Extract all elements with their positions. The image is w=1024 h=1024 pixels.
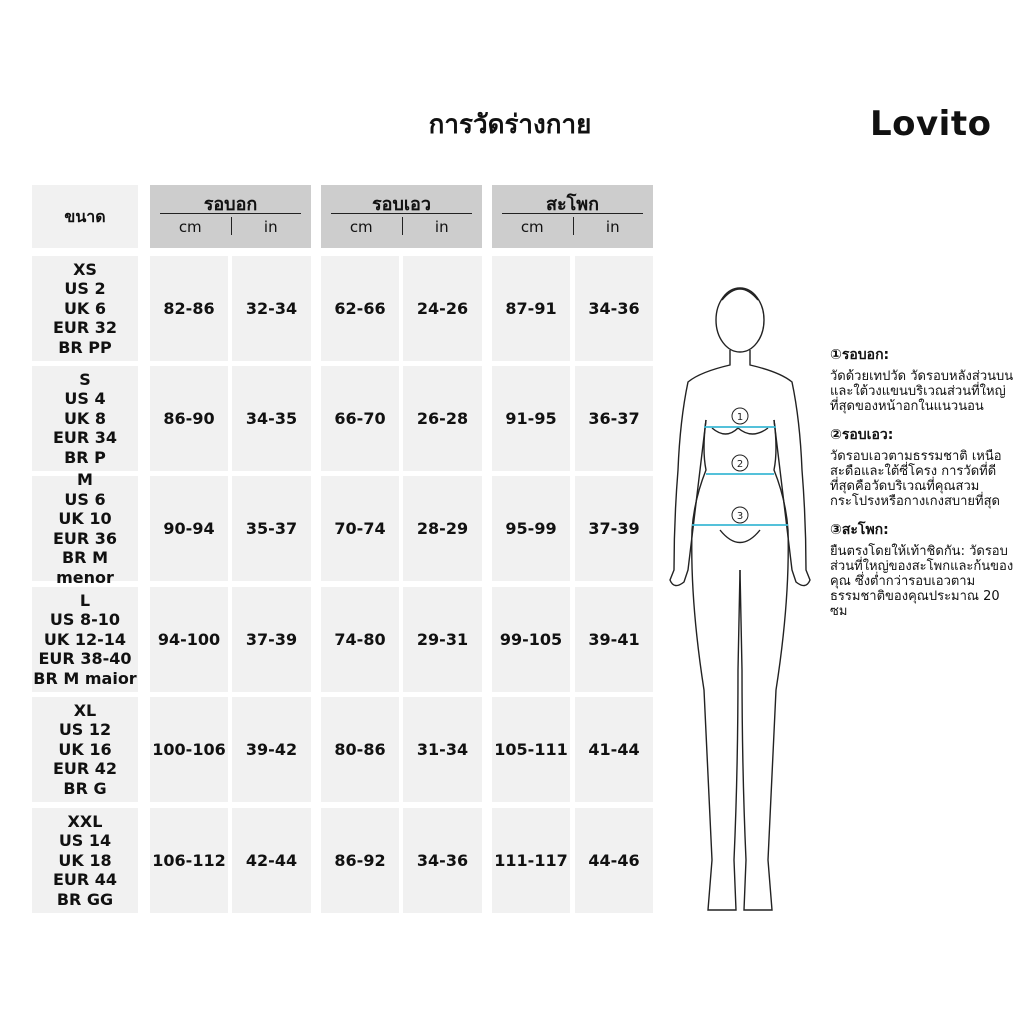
- divider: [331, 213, 472, 214]
- unit-in: in: [434, 218, 449, 236]
- cell-size: XL US 12 UK 16 EUR 42 BR G: [32, 697, 138, 802]
- cell-bust-cm: 86-90: [150, 366, 228, 471]
- note-hip-title: ③สะโพก:: [830, 522, 889, 538]
- cell-hip-cm: 111-117: [492, 808, 570, 913]
- cell-bust-in: 32-34: [232, 256, 311, 361]
- measure-lines: [692, 426, 788, 526]
- cell-bust-cm: 100-106: [150, 697, 228, 802]
- underwear: [719, 529, 761, 544]
- marker-2: [731, 454, 749, 472]
- cell-bust-in: 35-37: [232, 476, 311, 581]
- cell-waist-in: 28-29: [403, 476, 482, 581]
- cell-waist-in: 29-31: [403, 587, 482, 692]
- marker-3: [731, 506, 749, 524]
- cell-size: XS US 2 UK 6 EUR 32 BR PP: [32, 256, 138, 361]
- cell-hip-cm: 91-95: [492, 366, 570, 471]
- header-hip: สะโพก cm in: [492, 185, 653, 248]
- left-arm: [669, 350, 731, 587]
- cell-bust-in: 34-35: [232, 366, 311, 471]
- cell-waist-cm: 66-70: [321, 366, 399, 471]
- cell-size: XXL US 14 UK 18 EUR 44 BR GG: [32, 808, 138, 913]
- bust-line: [711, 427, 769, 435]
- note-waist-title: ②รอบเอว:: [830, 427, 894, 443]
- header-waist: รอบเอว cm in: [321, 185, 482, 248]
- brand-logo: Lovito: [870, 104, 992, 144]
- cell-size: L US 8-10 UK 12-14 EUR 38-40 BR M maior: [32, 587, 138, 692]
- cell-waist-cm: 86-92: [321, 808, 399, 913]
- cell-bust-in: 39-42: [232, 697, 311, 802]
- divider: [230, 217, 232, 235]
- cell-waist-cm: 70-74: [321, 476, 399, 581]
- header-size-label: ขนาด: [64, 206, 106, 226]
- header-bust: รอบอก cm in: [150, 185, 311, 248]
- cell-bust-cm: 106-112: [150, 808, 228, 913]
- divider: [572, 217, 574, 235]
- divider: [502, 213, 643, 214]
- cell-waist-cm: 80-86: [321, 697, 399, 802]
- header-hip-label: สะโพก: [545, 194, 600, 215]
- cell-hip-in: 37-39: [575, 476, 653, 581]
- cell-hip-in: 34-36: [575, 256, 653, 361]
- divider: [160, 213, 301, 214]
- header-waist-label: รอบเอว: [372, 194, 431, 215]
- unit-cm: cm: [349, 218, 373, 236]
- cell-waist-cm: 74-80: [321, 587, 399, 692]
- cell-waist-in: 34-36: [403, 808, 482, 913]
- unit-cm: cm: [520, 218, 544, 236]
- cell-bust-cm: 94-100: [150, 587, 228, 692]
- divider: [401, 217, 403, 235]
- cell-bust-in: 37-39: [232, 587, 311, 692]
- hair: [721, 288, 759, 301]
- marker-3-label: 3: [737, 511, 743, 522]
- cell-waist-cm: 62-66: [321, 256, 399, 361]
- cell-hip-cm: 95-99: [492, 476, 570, 581]
- cell-hip-cm: 99-105: [492, 587, 570, 692]
- cell-waist-in: 26-28: [403, 366, 482, 471]
- header-size: ขนาด: [32, 185, 138, 248]
- right-leg: [739, 419, 789, 911]
- cell-hip-in: 41-44: [575, 697, 653, 802]
- note-bust-text: วัดด้วยเทปวัด วัดรอบหลังส่วนบนและใต้วงแข…: [830, 369, 1014, 414]
- cell-hip-in: 36-37: [575, 366, 653, 471]
- cell-bust-in: 42-44: [232, 808, 311, 913]
- body-figure-illustration: 1 2 3: [669, 287, 811, 911]
- marker-1-label: 1: [737, 412, 743, 423]
- marker-2-label: 2: [737, 459, 743, 470]
- cell-hip-cm: 105-111: [492, 697, 570, 802]
- head: [715, 287, 765, 353]
- cell-waist-in: 31-34: [403, 697, 482, 802]
- unit-in: in: [605, 218, 620, 236]
- header-bust-label: รอบอก: [203, 194, 258, 215]
- measurement-notes: ①รอบอก: วัดด้วยเทปวัด วัดรอบหลังส่วนบนแล…: [830, 348, 1020, 633]
- marker-1: [731, 407, 749, 425]
- unit-cm: cm: [178, 218, 202, 236]
- cell-size: M US 6 UK 10 EUR 36 BR M menor: [32, 470, 138, 587]
- cell-bust-cm: 90-94: [150, 476, 228, 581]
- cell-hip-in: 39-41: [575, 587, 653, 692]
- cell-bust-cm: 82-86: [150, 256, 228, 361]
- left-leg: [691, 419, 741, 911]
- cell-hip-in: 44-46: [575, 808, 653, 913]
- note-bust-title: ①รอบอก:: [830, 347, 890, 363]
- page-title: การวัดร่างกาย: [428, 110, 592, 140]
- note-hip-text: ยืนตรงโดยให้เท้าชิดกัน: วัดรอบส่วนที่ใหญ…: [830, 544, 1014, 619]
- cell-hip-cm: 87-91: [492, 256, 570, 361]
- unit-in: in: [263, 218, 278, 236]
- right-arm: [749, 350, 811, 587]
- cell-size: S US 4 UK 8 EUR 34 BR P: [32, 366, 138, 471]
- cell-waist-in: 24-26: [403, 256, 482, 361]
- note-waist-text: วัดรอบเอวตามธรรมชาติ เหนือสะดือและใต้ซี่…: [830, 449, 1002, 509]
